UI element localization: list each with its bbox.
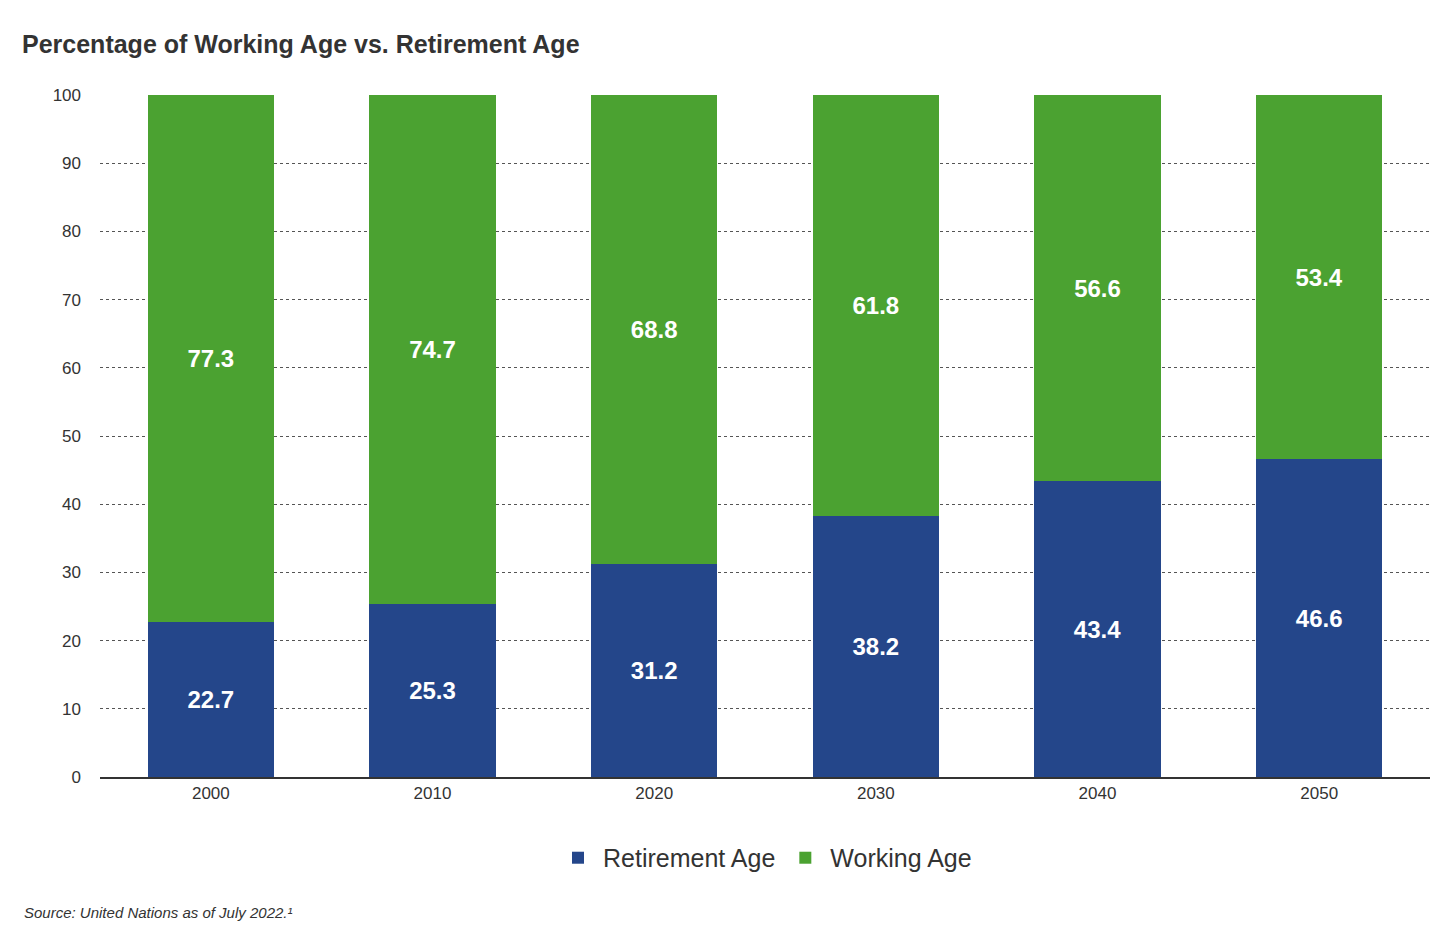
svg-text:2040: 2040 [1079,784,1117,803]
svg-text:20: 20 [62,632,81,651]
svg-text:70: 70 [62,291,81,310]
svg-text:0: 0 [72,768,81,787]
svg-text:43.4: 43.4 [1074,616,1121,643]
svg-text:2020: 2020 [635,784,673,803]
svg-text:2000: 2000 [192,784,230,803]
svg-text:31.2: 31.2 [631,657,678,684]
svg-text:53.4: 53.4 [1295,264,1342,291]
svg-text:2050: 2050 [1300,784,1338,803]
svg-text:46.6: 46.6 [1296,605,1343,632]
svg-text:10: 10 [62,700,81,719]
svg-text:50: 50 [62,427,81,446]
svg-text:25.3: 25.3 [409,677,456,704]
svg-text:40: 40 [62,495,81,514]
svg-text:Retirement Age: Retirement Age [603,844,775,872]
svg-text:56.6: 56.6 [1074,275,1121,302]
svg-text:100: 100 [53,86,81,105]
svg-text:Source: United Nations as of J: Source: United Nations as of July 2022.¹ [24,904,292,921]
svg-text:Percentage of Working Age vs.: Percentage of Working Age vs. Retirement… [22,30,580,58]
svg-text:38.2: 38.2 [852,633,899,660]
svg-text:Working Age: Working Age [830,844,971,872]
svg-text:80: 80 [62,222,81,241]
svg-text:61.8: 61.8 [852,292,899,319]
svg-text:60: 60 [62,359,81,378]
svg-text:22.7: 22.7 [187,686,234,713]
svg-text:30: 30 [62,563,81,582]
svg-text:90: 90 [62,154,81,173]
svg-text:2010: 2010 [414,784,452,803]
svg-text:2030: 2030 [857,784,895,803]
svg-text:77.3: 77.3 [187,345,234,372]
svg-text:74.7: 74.7 [409,336,456,363]
svg-text:68.8: 68.8 [631,316,678,343]
